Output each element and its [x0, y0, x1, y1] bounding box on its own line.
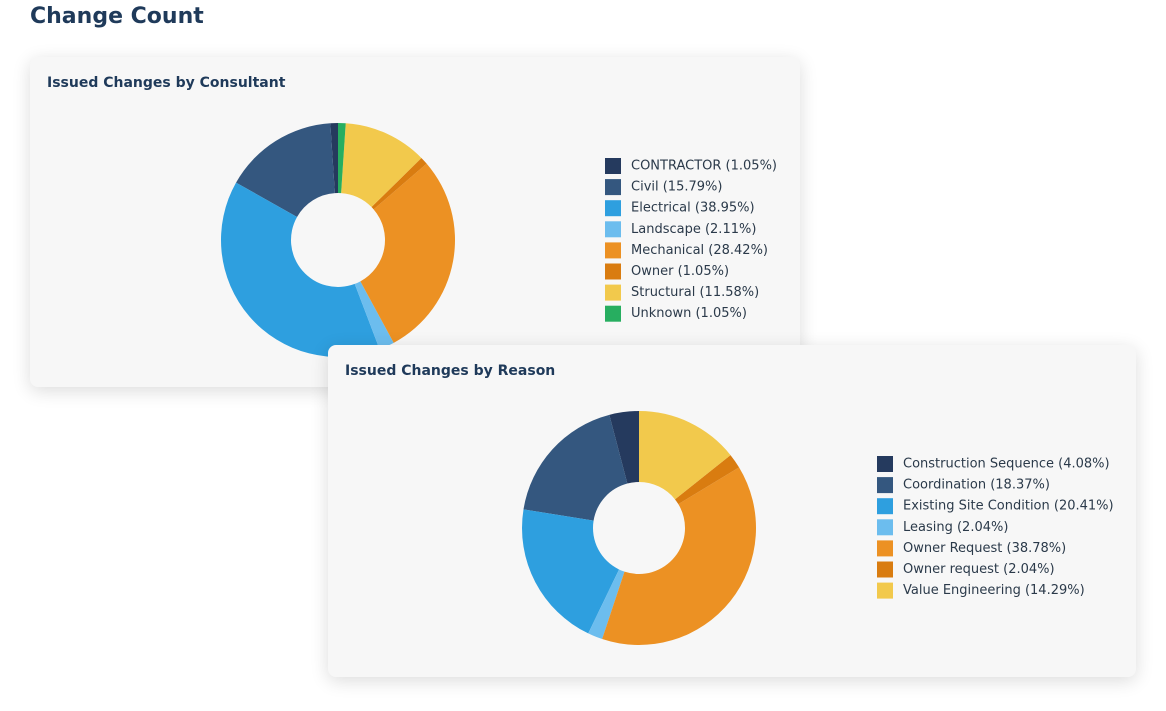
legend-label: Existing Site Condition (20.41%) [903, 499, 1114, 514]
chart-card: Issued Changes by Consultant CONTRACTOR … [30, 57, 800, 387]
legend-swatch [877, 519, 893, 536]
donut-slice [360, 163, 456, 343]
legend-swatch [877, 561, 893, 578]
legend-label: Owner Request (38.78%) [903, 541, 1066, 556]
legend-swatch [877, 498, 893, 515]
legend-swatch [605, 242, 621, 259]
legend-label: Structural (11.58%) [631, 285, 759, 300]
legend-label: Unknown (1.05%) [631, 306, 747, 321]
donut-slice [354, 281, 394, 350]
legend-swatch [605, 158, 621, 174]
donut-slice [330, 123, 338, 194]
legend-label: Electrical (38.95%) [631, 201, 755, 216]
donut-slice [523, 414, 628, 521]
chart: CONTRACTOR (1.05%) Civil (15.79%) Electric… [221, 123, 777, 357]
legend-label: Owner request (2.04%) [903, 562, 1055, 577]
legend-label: Construction Sequence (4.08%) [903, 457, 1110, 472]
legend-swatch [877, 477, 893, 494]
donut-slice [371, 157, 427, 210]
legend-label: Mechanical (28.42%) [631, 243, 768, 258]
chart: Construction Sequence (4.08%) Coordinatio… [522, 411, 1114, 645]
legend-label: Value Engineering (14.29%) [903, 583, 1085, 598]
legend-swatch [877, 540, 893, 557]
donut-slice [221, 182, 380, 357]
donut-slice [674, 455, 740, 505]
donut-slice [609, 411, 639, 484]
donut-slice [602, 467, 757, 645]
legend-swatch [605, 284, 621, 301]
legend-swatch [605, 263, 621, 280]
donut-slice [338, 123, 346, 194]
donut-slice [522, 509, 620, 634]
legend-swatch [605, 221, 621, 238]
legend-swatch [605, 179, 621, 196]
legend-label: Civil (15.79%) [631, 180, 722, 195]
chart-title: Issued Changes by Reason [345, 363, 556, 379]
chart-card: Issued Changes by Reason Construction Se… [328, 345, 1136, 677]
donut-slice [341, 123, 422, 208]
page-title: Change Count [30, 4, 204, 29]
donut-slice [236, 123, 335, 217]
legend-swatch [605, 305, 621, 322]
legend-swatch [605, 200, 621, 217]
legend-label: Landscape (2.11%) [631, 222, 756, 237]
donut-slice [639, 411, 731, 500]
legend-label: Owner (1.05%) [631, 264, 729, 279]
donut-slice [588, 569, 625, 640]
legend-swatch [877, 582, 893, 599]
legend-label: CONTRACTOR (1.05%) [631, 159, 777, 174]
legend-swatch [877, 456, 893, 472]
chart-title: Issued Changes by Consultant [47, 75, 286, 91]
legend-label: Coordination (18.37%) [903, 478, 1050, 493]
legend-label: Leasing (2.04%) [903, 520, 1008, 535]
